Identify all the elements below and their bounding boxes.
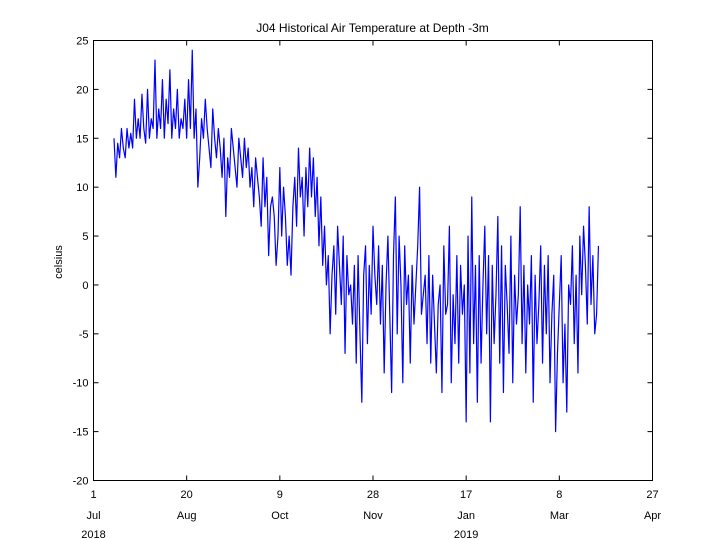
chart-title: J04 Historical Air Temperature at Depth … <box>256 21 489 35</box>
x-tick-month-label: Oct <box>271 510 288 522</box>
x-tick-day-label: 27 <box>646 489 658 501</box>
x-tick-month-label: Mar <box>550 510 569 522</box>
y-tick-label: 0 <box>82 280 88 292</box>
x-tick-month-label: Aug <box>177 510 197 522</box>
x-tick-day-label: 28 <box>367 489 379 501</box>
y-tick-label: 10 <box>76 182 88 194</box>
y-tick-label: -5 <box>79 329 89 341</box>
y-tick-label: 25 <box>76 36 88 48</box>
x-tick-day-label: 20 <box>181 489 193 501</box>
x-tick-month-label: Jul <box>86 510 100 522</box>
plot-frame <box>93 40 653 481</box>
y-tick-label: -20 <box>73 476 89 488</box>
y-tick-label: -15 <box>73 427 89 439</box>
temperature-series-line <box>113 49 600 433</box>
y-tick-label: 15 <box>76 133 88 145</box>
x-tick-day-label: 9 <box>277 489 283 501</box>
y-axis-label: celsius <box>53 245 65 279</box>
x-tick-month-label: Nov <box>363 510 383 522</box>
y-tick-label: 20 <box>76 84 88 96</box>
x-tick-day-label: 8 <box>556 489 562 501</box>
y-tick-label: 5 <box>82 231 88 243</box>
x-axis-ticks: 1 Jul 2018 20 Aug 9 Oct 28 Nov 17 Jan 2019 8 Mar 27 Apr <box>81 40 661 540</box>
y-tick-label: -10 <box>73 378 89 390</box>
x-tick-month-label: Apr <box>644 510 661 522</box>
x-tick-day-label: 17 <box>460 489 472 501</box>
x-tick-year-label: 2019 <box>454 529 478 540</box>
x-tick-month-label: Jan <box>457 510 475 522</box>
y-axis-ticks: -20 -15 -10 -5 0 5 10 15 20 25 <box>73 36 653 488</box>
x-tick-year-label: 2018 <box>81 529 105 540</box>
x-tick-day-label: 1 <box>90 489 96 501</box>
